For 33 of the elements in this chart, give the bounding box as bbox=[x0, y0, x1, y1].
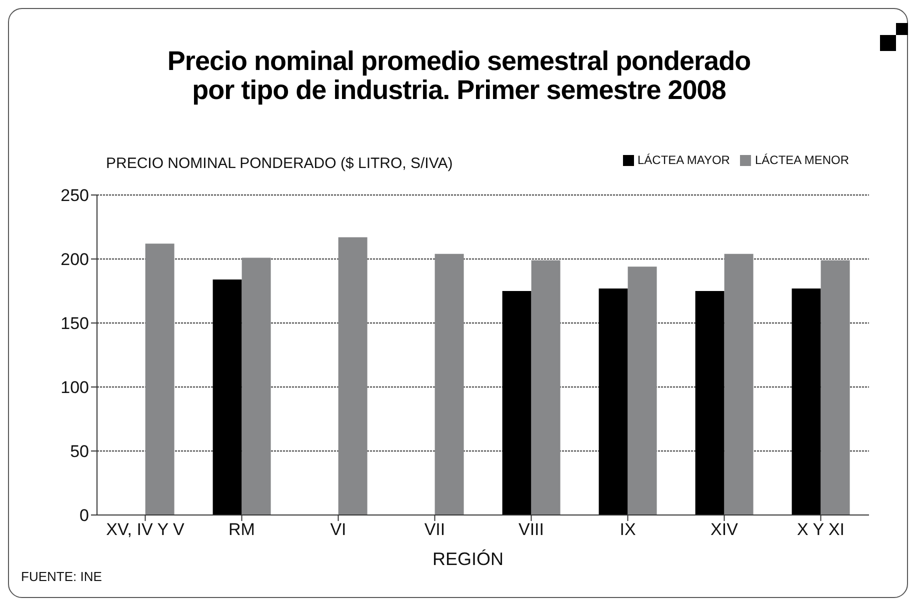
bar bbox=[338, 237, 368, 515]
x-tick-label: XV, IV Y V bbox=[106, 520, 185, 540]
bar bbox=[145, 244, 174, 515]
x-tick-label: XIV bbox=[710, 520, 739, 540]
x-tick-label: RM bbox=[228, 520, 255, 540]
bar bbox=[598, 288, 628, 515]
y-tick-label: 0 bbox=[80, 506, 89, 526]
x-tick-label: VI bbox=[330, 520, 346, 540]
bar bbox=[434, 254, 464, 515]
bar bbox=[792, 288, 821, 515]
bar bbox=[628, 266, 657, 515]
bar bbox=[212, 279, 242, 515]
bar bbox=[531, 260, 560, 515]
y-tick-label: 50 bbox=[70, 442, 89, 462]
x-tick-label: VIII bbox=[518, 520, 544, 540]
x-axis-title: REGIÓN bbox=[431, 549, 504, 570]
y-axis-title: PRECIO NOMINAL PONDERADO ($ LITRO, S/IVA) bbox=[106, 155, 453, 172]
x-tick-label: VII bbox=[424, 520, 446, 540]
y-tick-label: 250 bbox=[60, 186, 89, 206]
chart-title: Precio nominal promedio semestral ponderado por tipo de industria. Primer semestre 2008 bbox=[166, 46, 752, 105]
y-tick-label: 100 bbox=[60, 378, 89, 398]
y-tick-label: 200 bbox=[60, 250, 89, 270]
bar bbox=[820, 260, 850, 515]
legend-label: LÁCTEA MAYOR bbox=[638, 153, 730, 167]
bar bbox=[242, 258, 271, 515]
bar bbox=[724, 254, 754, 515]
x-tick-label: X Y XI bbox=[796, 520, 845, 540]
source-note: FUENTE: INE bbox=[21, 569, 102, 584]
y-tick-label: 150 bbox=[60, 314, 89, 334]
bar bbox=[695, 291, 724, 515]
bar bbox=[502, 291, 532, 515]
x-tick-label: IX bbox=[620, 520, 636, 540]
legend-label: LÁCTEA MENOR bbox=[754, 153, 849, 167]
